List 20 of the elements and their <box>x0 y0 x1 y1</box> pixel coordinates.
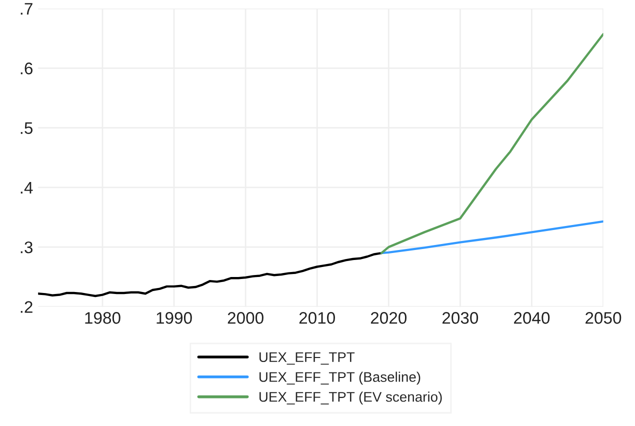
y-tick-label: .7 <box>20 3 32 15</box>
x-tick-label: 1980 <box>85 312 120 324</box>
x-tick-label: 2010 <box>299 312 335 324</box>
y-tick-label: .2 <box>20 301 32 313</box>
x-tick-label: 1990 <box>156 312 192 324</box>
x-tick-label: 2050 <box>586 312 622 324</box>
x-tick-label: 2030 <box>442 312 478 324</box>
y-tick-label: .5 <box>20 122 33 134</box>
y-tick-label: .3 <box>20 241 33 254</box>
line-series <box>380 33 604 254</box>
x-tick-label: 2040 <box>514 312 550 324</box>
legend-label: UEX_EFF_TPT (EV scenario) <box>260 392 442 405</box>
y-tick-label: .6 <box>20 62 33 74</box>
legend-label: UEX_EFF_TPT <box>260 352 355 365</box>
x-tick-label: 2020 <box>370 312 407 324</box>
x-tick-label: 2000 <box>228 312 264 324</box>
legend-label: UEX_EFF_TPT (Baseline) <box>260 372 420 385</box>
line-series <box>380 220 604 254</box>
y-tick-label: .4 <box>20 182 33 194</box>
line-series <box>38 252 383 298</box>
